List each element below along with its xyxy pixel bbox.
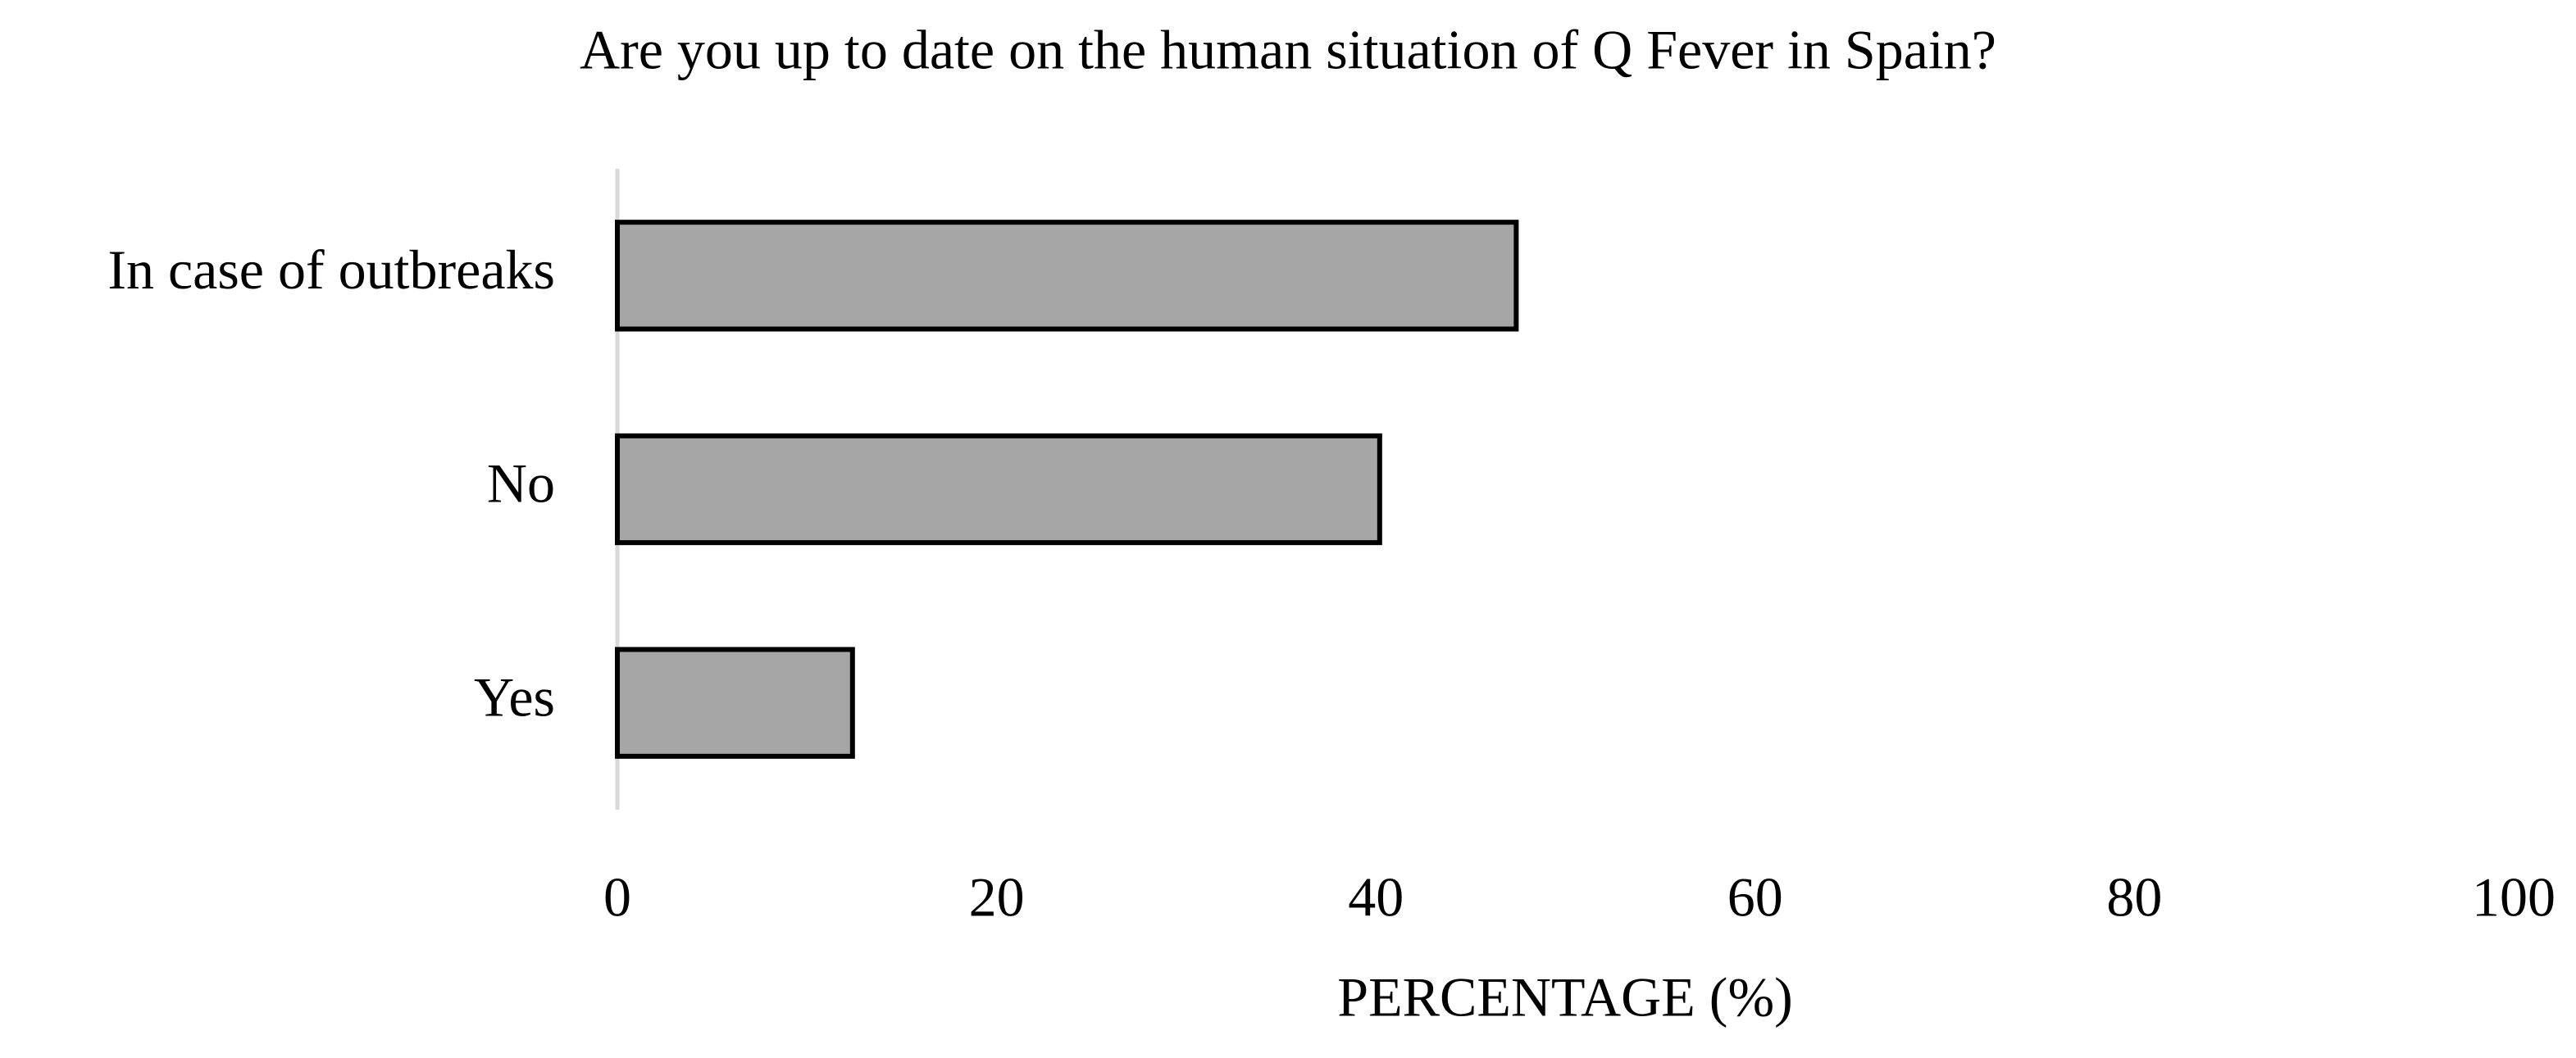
x-axis-label: PERCENTAGE (%) [1337,966,1793,1028]
bar [615,647,855,759]
x-tick-label: 80 [2106,866,2162,929]
bar [615,433,1382,546]
x-tick-label: 100 [2472,866,2556,929]
x-tick-label: 40 [1348,866,1404,929]
y-tick-label: In case of outbreaks [107,238,555,301]
y-tick-label: Yes [474,665,555,728]
chart-title: Are you up to date on the human situatio… [580,19,1996,81]
x-tick-label: 60 [1727,866,1783,929]
bar [615,220,1519,332]
y-tick-label: No [487,452,555,515]
x-tick-label: 0 [603,866,631,929]
x-tick-label: 20 [969,866,1025,929]
